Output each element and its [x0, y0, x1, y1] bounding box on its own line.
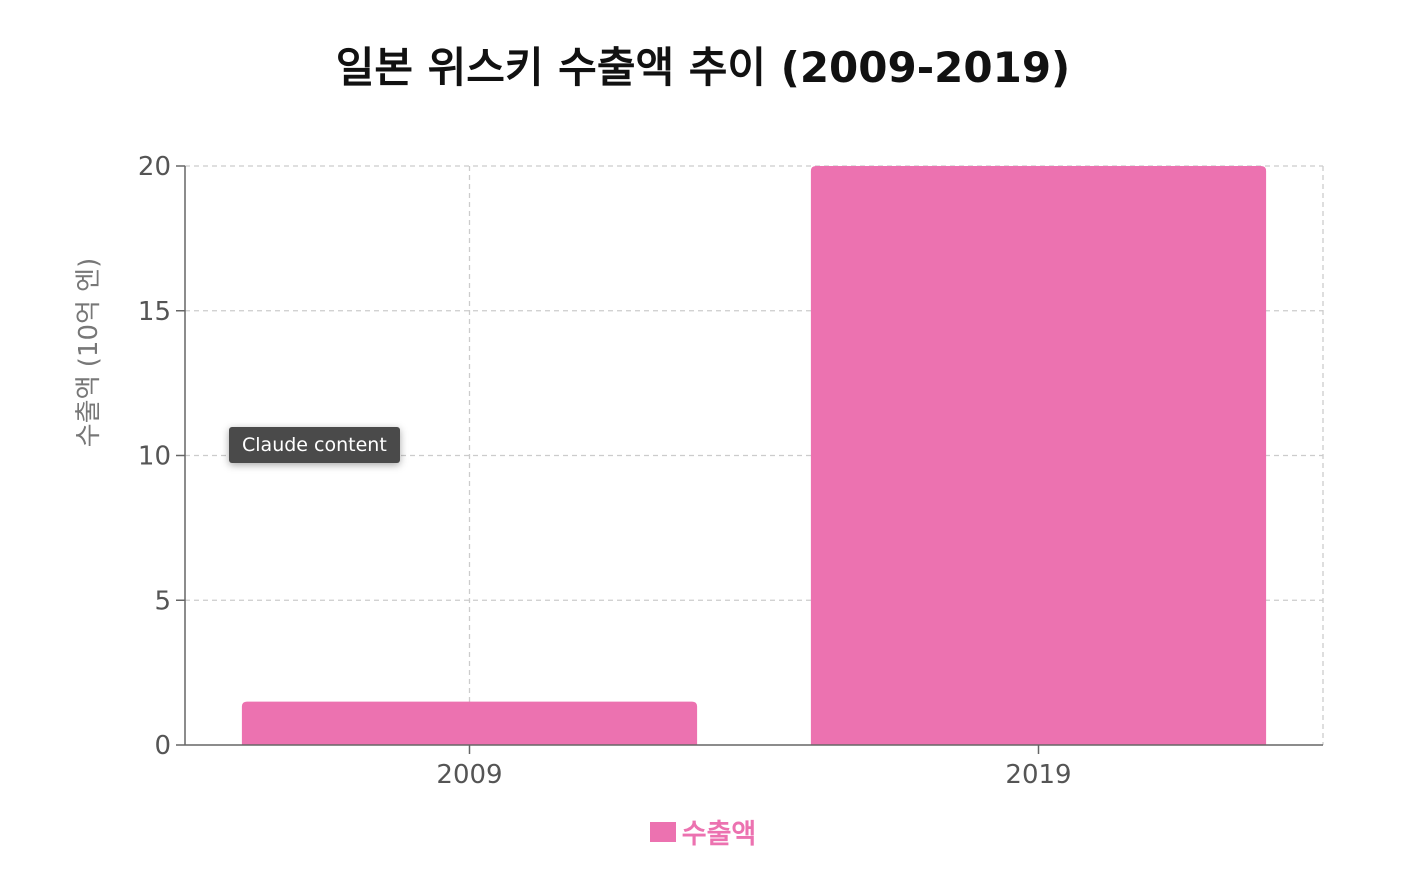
legend[interactable]: 수출액 [0, 812, 1406, 851]
axes [176, 165, 1323, 754]
tick-labels: 0 5 10 15 20 2009 2019 [138, 152, 1072, 790]
bar[interactable] [810, 166, 1267, 745]
y-tick-label: 20 [138, 152, 171, 182]
y-tick-label: 5 [154, 586, 171, 616]
legend-label: 수출액 [681, 819, 757, 850]
chart-title: 일본 위스키 수출액 추이 (2009-2019) [335, 43, 1071, 92]
bar[interactable] [241, 701, 698, 745]
tooltip: Claude content [229, 427, 400, 463]
y-tick-label: 15 [138, 297, 171, 327]
y-axis-title: 수출액 (10억 엔) [74, 258, 104, 448]
bars [241, 166, 1267, 745]
y-tick-label: 0 [154, 731, 171, 761]
legend-swatch [649, 821, 676, 842]
x-tick-label: 2019 [1005, 760, 1071, 790]
x-tick-label: 2009 [436, 760, 502, 790]
y-tick-label: 10 [138, 442, 171, 472]
